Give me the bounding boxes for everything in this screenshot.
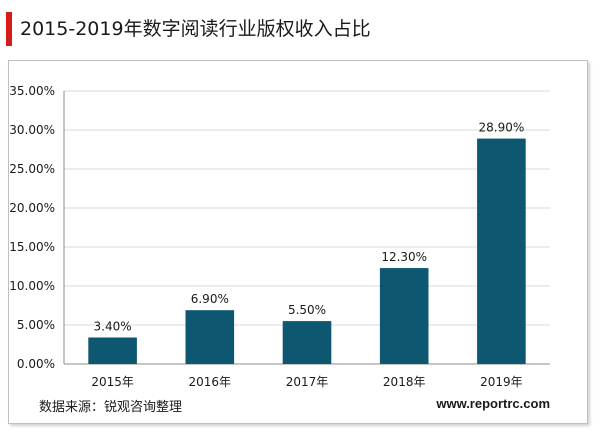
- axes: 0.00% 5.00% 10.00% 15.00% 20.00% 25.00% 30.00%…: [9, 84, 550, 371]
- y-tick-label: 15.00%: [9, 240, 55, 254]
- data-label: 6.90%: [191, 292, 229, 306]
- data-label: 3.40%: [94, 319, 132, 333]
- y-tick-label: 5.00%: [17, 318, 55, 332]
- y-tick-label: 10.00%: [9, 279, 55, 293]
- title-accent-bar: [6, 12, 12, 46]
- y-tick-label: 25.00%: [9, 162, 55, 176]
- data-label: 28.90%: [479, 121, 525, 135]
- chart-title: 2015-2019年数字阅读行业版权收入占比: [20, 18, 371, 40]
- gridlines: [64, 90, 550, 326]
- y-tick-label: 30.00%: [9, 123, 55, 137]
- x-tick-label: 2019年: [480, 375, 523, 389]
- bar: [477, 138, 526, 364]
- y-tick-label: 0.00%: [17, 357, 55, 371]
- y-tick-label: 35.00%: [9, 84, 55, 98]
- bar: [88, 337, 137, 364]
- labels: 3.40% 2015年 6.90% 2016年 5.50% 2017年 12.30% 2018…: [91, 121, 524, 389]
- bar: [185, 310, 235, 364]
- x-tick-label: 2016年: [189, 375, 232, 389]
- data-label: 12.30%: [381, 250, 427, 264]
- x-tick-label: 2018年: [383, 375, 426, 389]
- x-tick-label: 2015年: [91, 375, 134, 389]
- bar: [379, 268, 429, 364]
- website-link[interactable]: www.reportrc.com: [436, 396, 550, 411]
- data-label: 5.50%: [288, 303, 326, 317]
- x-tick-label: 2017年: [286, 375, 329, 389]
- bar: [282, 321, 332, 364]
- bars: [88, 138, 526, 364]
- source-note: 数据来源：锐观咨询整理: [39, 400, 183, 415]
- y-tick-label: 20.00%: [9, 201, 55, 215]
